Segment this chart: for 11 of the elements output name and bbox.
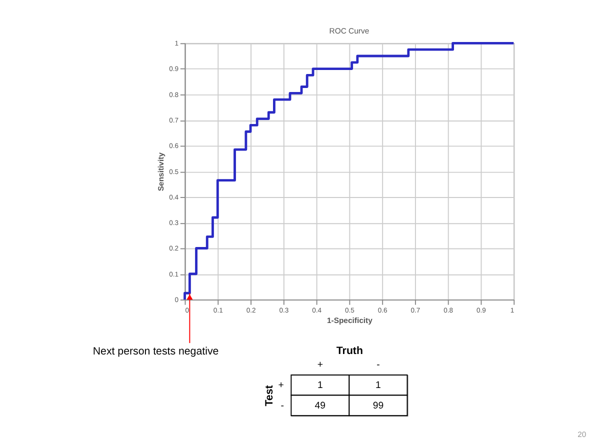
data-label: 99	[372, 400, 384, 412]
chart-title: ROC Curve	[329, 26, 370, 36]
x-axis-title: 1-Specificity	[326, 316, 374, 326]
data-label: 1	[376, 380, 381, 392]
data-label: 49	[314, 400, 326, 412]
y-axis-title: Test	[263, 384, 276, 406]
data-label: 1	[317, 380, 323, 392]
annotation: Next person tests negative	[92, 346, 219, 358]
y-axis-title: Sensitivity	[156, 152, 166, 192]
x-axis-title: Truth	[336, 345, 363, 358]
text: 20	[578, 430, 586, 439]
